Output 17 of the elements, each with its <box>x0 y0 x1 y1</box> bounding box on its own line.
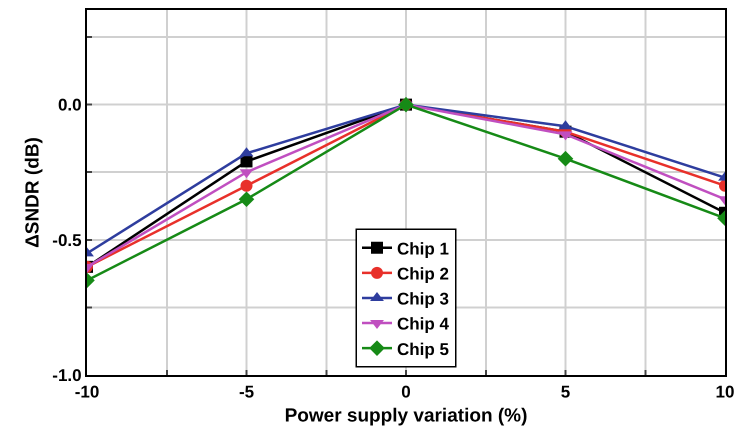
legend-label: Chip 2 <box>397 264 449 284</box>
x-tick-label: -5 <box>238 382 254 402</box>
x-tick-label: 0 <box>401 382 411 402</box>
legend-label: Chip 3 <box>397 290 449 309</box>
legend-label: Chip 4 <box>397 314 450 334</box>
legend-label: Chip 1 <box>397 239 449 258</box>
x-tick-label: -10 <box>74 382 100 402</box>
x-tick-label: 10 <box>716 382 734 402</box>
y-tick-label: -1.0 <box>52 366 82 385</box>
point <box>238 191 254 208</box>
x-axis-title: Power supply variation (%) <box>284 406 528 427</box>
y-axis-title: ΔSNDR (dB) <box>22 137 44 248</box>
legend-label: Chip 5 <box>397 340 449 359</box>
y-tick-label: -0.5 <box>52 230 82 250</box>
x-tick-label: 5 <box>560 382 570 402</box>
point <box>240 180 252 192</box>
y-tick-label: 0.0 <box>58 96 82 115</box>
